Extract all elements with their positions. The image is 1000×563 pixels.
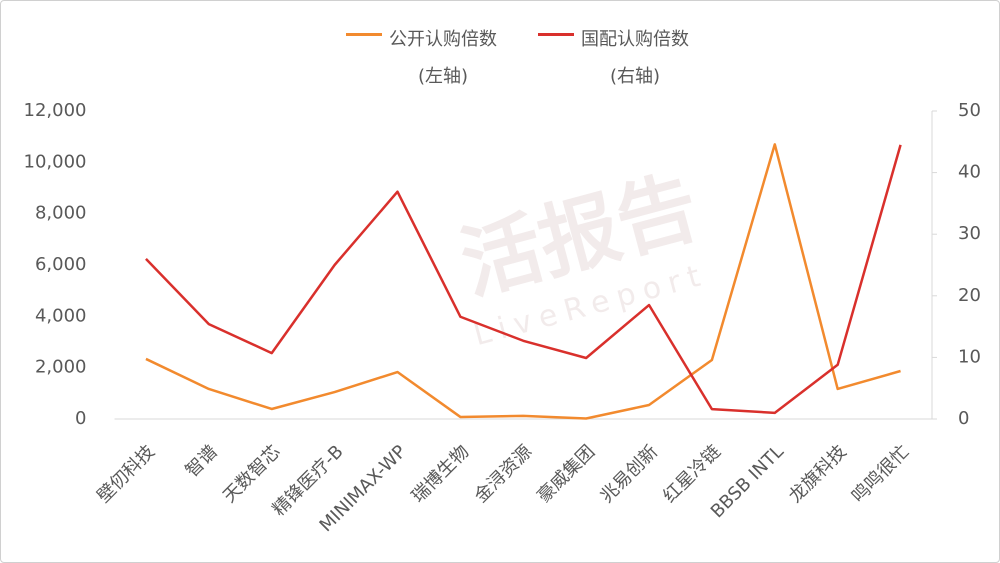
legend: 公开认购倍数(左轴) 国配认购倍数(右轴) — [346, 21, 690, 95]
x-tick-label: 智谱 — [182, 441, 222, 481]
y2-tick-label: 0 — [958, 408, 969, 429]
legend-swatch — [538, 33, 574, 36]
y2-tick-label: 30 — [958, 223, 981, 244]
y-tick-label: 8,000 — [35, 203, 87, 224]
x-tick-label: 壁仞科技 — [93, 441, 159, 507]
y-tick-label: 0 — [75, 408, 86, 429]
y2-tick-label: 20 — [958, 285, 981, 306]
series-line — [145, 143, 901, 420]
x-tick-label: 龙旗科技 — [785, 441, 851, 507]
legend-item: 公开认购倍数(左轴) — [346, 21, 498, 95]
legend-item: 国配认购倍数(右轴) — [538, 21, 690, 95]
y-tick-label: 12,000 — [24, 100, 87, 121]
y-tick-label: 2,000 — [35, 357, 87, 378]
y-tick-label: 10,000 — [24, 151, 87, 172]
y2-tick-label: 40 — [958, 162, 981, 183]
x-tick-label: 金浔资源 — [471, 441, 537, 507]
y2-tick-label: 50 — [958, 100, 981, 121]
legend-swatch — [346, 33, 382, 36]
y-tick-label: 4,000 — [35, 305, 87, 326]
x-tick-label: 天数智芯 — [219, 441, 285, 507]
x-tick-label: 红星冷链 — [659, 441, 725, 507]
y-tick-label: 6,000 — [35, 254, 87, 275]
x-tick-label: 瑞博生物 — [408, 441, 474, 507]
y2-tick-label: 10 — [958, 346, 981, 367]
legend-label: 国配认购倍数(右轴) — [581, 29, 689, 87]
legend-label: 公开认购倍数(左轴) — [389, 29, 497, 87]
series-line — [145, 144, 902, 415]
x-tick-label: 豪威集团 — [533, 441, 599, 507]
x-tick-label: 鸣鸣很忙 — [848, 441, 914, 507]
x-tick-label: 兆易创新 — [596, 441, 662, 507]
